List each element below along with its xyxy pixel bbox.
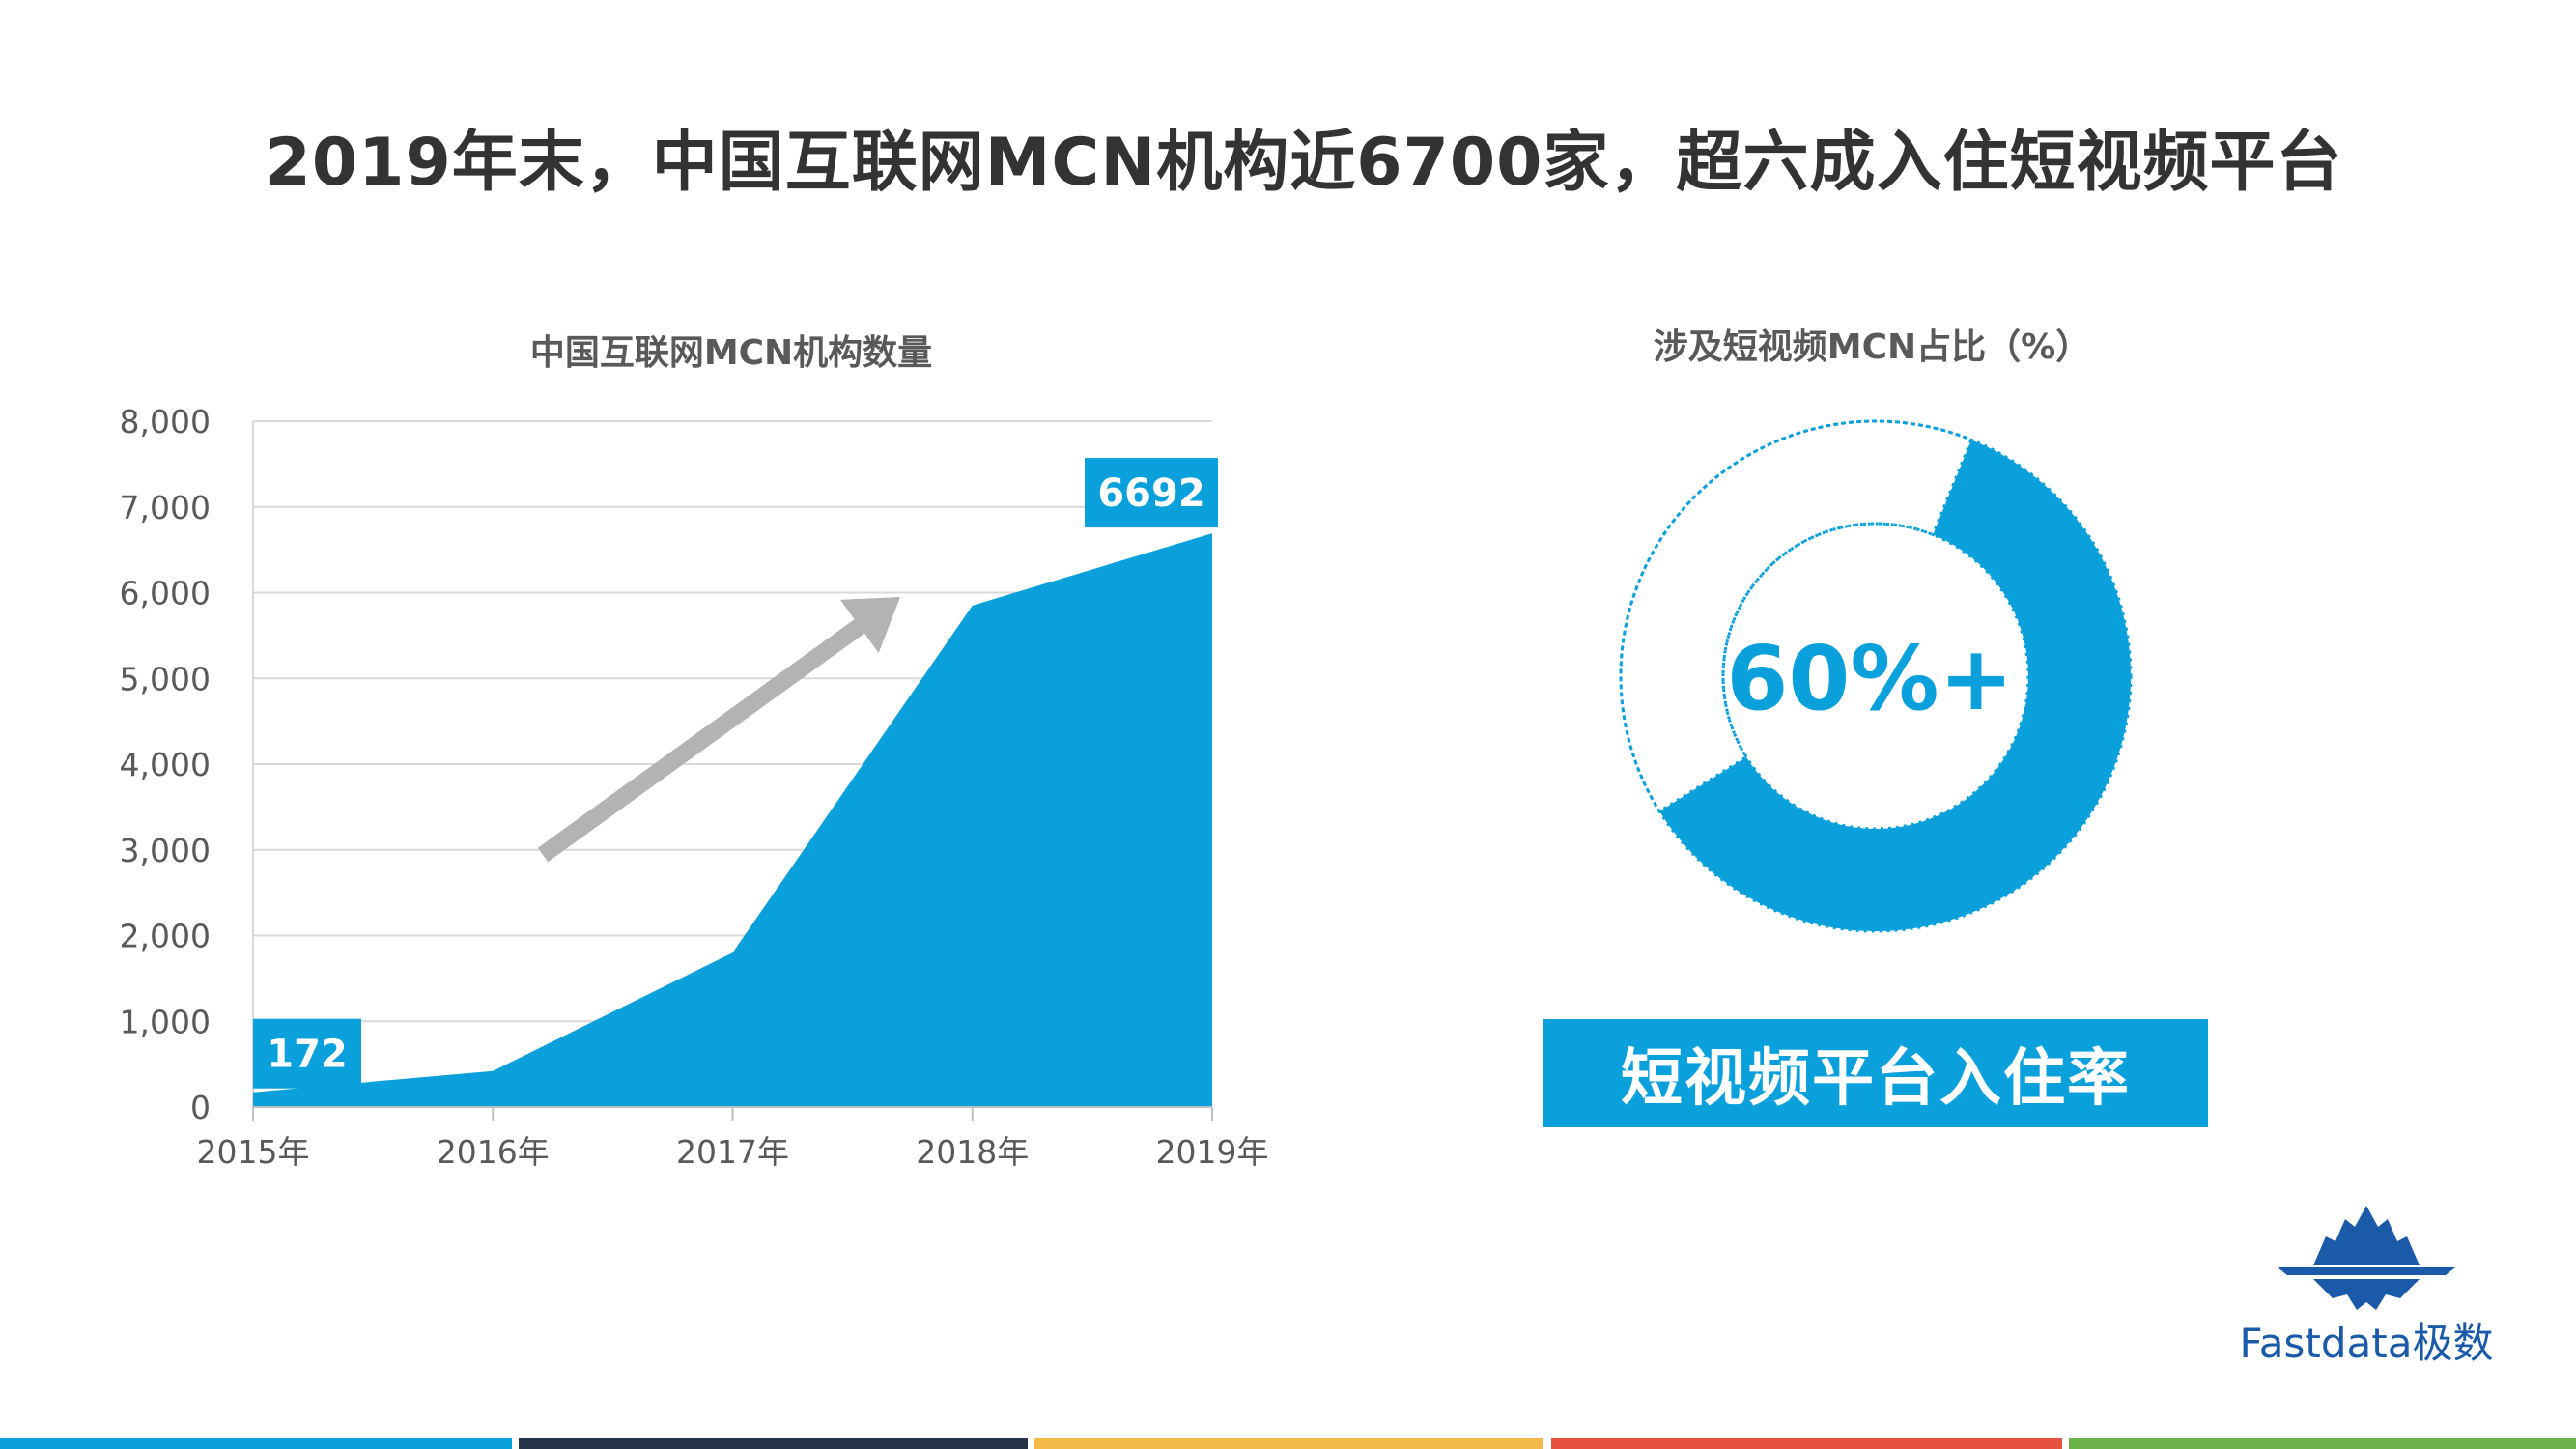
footer-bar-blue	[0, 1438, 512, 1449]
footer-bar-yellow	[1034, 1438, 1543, 1449]
trend-arrow-head	[839, 597, 900, 653]
x-tick-label: 2016年	[437, 1133, 550, 1171]
y-tick-label: 2,000	[120, 918, 211, 955]
donut-chart-title: 涉及短视频MCN占比（%）	[1653, 327, 2091, 367]
x-tick-label: 2018年	[916, 1133, 1029, 1171]
logo-text: Fastdata极数	[2239, 1320, 2494, 1367]
x-tick-label: 2015年	[197, 1133, 310, 1171]
area-series	[253, 533, 1212, 1107]
y-tick-label: 8,000	[120, 403, 211, 440]
y-tick-label: 0	[190, 1089, 211, 1126]
footer-bar-green	[2069, 1438, 2576, 1449]
area-chart-title: 中国互联网MCN机构数量	[529, 333, 933, 373]
data-label-box	[1085, 458, 1218, 528]
footer-bar-navy	[519, 1438, 1028, 1449]
area-chart: 0 1,000 2,000 3,000 4,000 5,000 6,000 7,000 8,00…	[120, 403, 1269, 1171]
footer-bar-red	[1551, 1438, 2062, 1449]
donut-slice	[1619, 419, 1973, 813]
donut-outline	[1619, 419, 2133, 933]
x-tick-label: 2019年	[1156, 1133, 1269, 1171]
y-tick-label: 5,000	[120, 660, 211, 697]
y-tick-label: 3,000	[120, 832, 211, 869]
donut-chart: 60%+	[1619, 419, 2133, 933]
y-tick-label: 6,000	[120, 575, 211, 612]
donut-inner-outline	[1721, 522, 2030, 831]
donut-slice	[1659, 440, 2131, 931]
y-tick-label: 7,000	[120, 489, 211, 526]
iceberg-icon	[2278, 1206, 2455, 1310]
caption-banner: 短视频平台入住率	[1543, 1019, 2208, 1127]
data-label: 6692	[1097, 471, 1204, 516]
donut-center-label: 60%+	[1726, 627, 2013, 730]
x-tick-label: 2017年	[676, 1133, 789, 1171]
y-tick-label: 1,000	[120, 1003, 211, 1040]
data-label: 172	[267, 1033, 348, 1077]
y-tick-label: 4,000	[120, 746, 211, 783]
trend-arrow-shaft	[537, 619, 865, 863]
data-label-box	[253, 1018, 361, 1089]
page-title: 2019年末，中国互联网MCN机构近6700家，超六成入住短视频平台	[265, 125, 2343, 201]
